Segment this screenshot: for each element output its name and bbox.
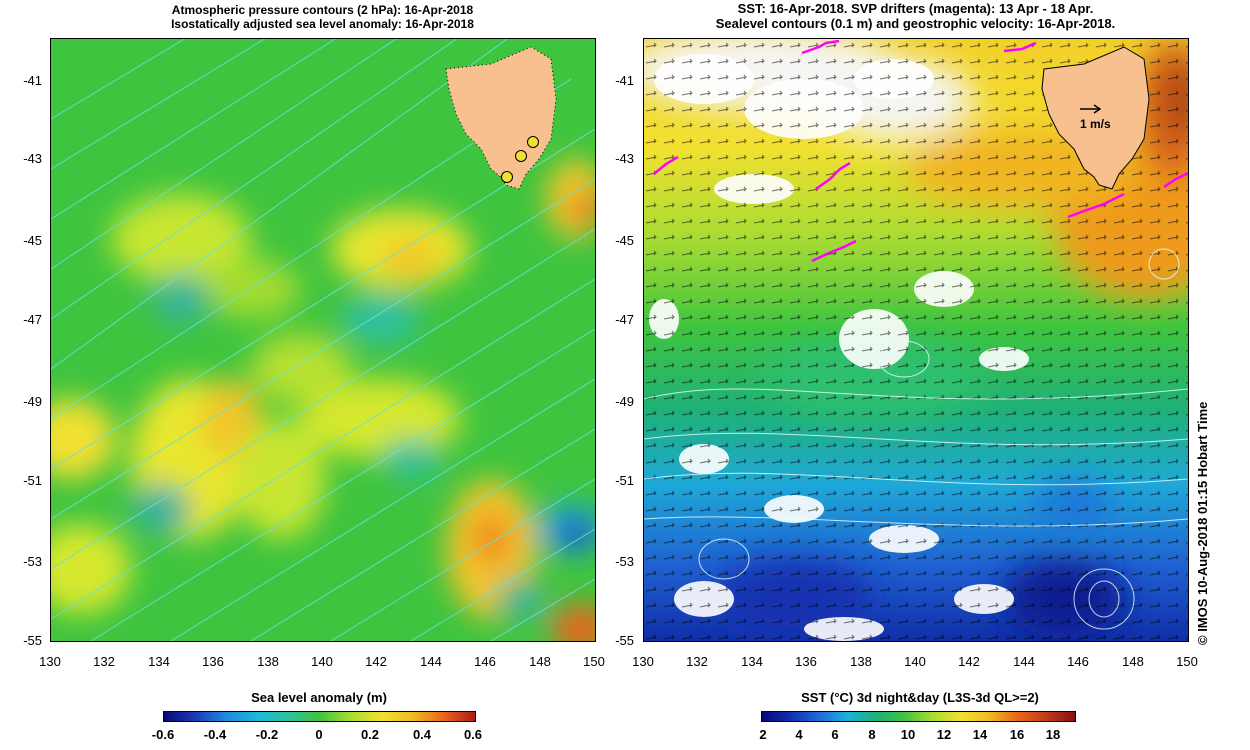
lat-tick: -47 (23, 312, 42, 327)
lat-tick: -55 (23, 633, 42, 648)
velocity-scale-label: 1 m/s (1080, 117, 1111, 131)
sst-field (644, 39, 1188, 641)
lon-tick: 150 (583, 654, 605, 669)
lat-tick: -43 (615, 151, 634, 166)
left-title-line2: Isostatically adjusted sea level anomaly… (171, 17, 474, 31)
colorbar-tick: -0.6 (151, 727, 175, 742)
lon-tick: 148 (529, 654, 551, 669)
lat-tick: -45 (615, 233, 634, 248)
colorbar-tick: 18 (1045, 727, 1061, 742)
colorbar-tick: 0.2 (360, 727, 380, 742)
lon-tick: 138 (850, 654, 872, 669)
colorbar-tick: -0.2 (255, 727, 279, 742)
colorbar-tick: 0.6 (463, 727, 483, 742)
left-map-title: Atmospheric pressure contours (2 hPa): 1… (50, 3, 595, 31)
colorbar-tick: 16 (1009, 727, 1025, 742)
sst-map: 1 m/s (643, 38, 1189, 642)
lon-tick: 140 (311, 654, 333, 669)
sealevel-contours (644, 248, 1188, 630)
sea-level-anomaly-map (50, 38, 596, 642)
lat-tick: -53 (23, 554, 42, 569)
lon-tick: 130 (632, 654, 654, 669)
right-title-line1: SST: 16-Apr-2018. SVP drifters (magenta)… (737, 1, 1094, 16)
lat-tick: -51 (23, 473, 42, 488)
sst-colorbar (761, 711, 1076, 722)
lon-tick: 144 (1013, 654, 1035, 669)
station-marker (515, 150, 527, 162)
station-marker (501, 171, 513, 183)
lat-tick: -45 (23, 233, 42, 248)
lon-tick: 146 (1067, 654, 1089, 669)
right-title-line2: Sealevel contours (0.1 m) and geostrophi… (715, 16, 1116, 31)
pressure-contours (51, 39, 595, 641)
right-map-title: SST: 16-Apr-2018. SVP drifters (magenta)… (643, 1, 1188, 31)
lon-tick: 146 (474, 654, 496, 669)
velocity-scale-arrow (1080, 104, 1102, 114)
imos-credit: © IMOS 10-Aug-2018 01:15 Hobart Time (1195, 401, 1210, 645)
lon-tick: 134 (148, 654, 170, 669)
lat-tick: -49 (615, 394, 634, 409)
sst-colorbar-title: SST (°C) 3d night&day (L3S-3d QL>=2) (801, 690, 1039, 705)
colorbar-tick: 14 (972, 727, 988, 742)
colorbar-tick: 0.4 (412, 727, 432, 742)
lon-tick: 130 (39, 654, 61, 669)
lat-tick: -41 (615, 73, 634, 88)
lon-tick: 134 (741, 654, 763, 669)
lat-tick: -53 (615, 554, 634, 569)
station-marker (527, 136, 539, 148)
lon-tick: 142 (958, 654, 980, 669)
lon-tick: 150 (1176, 654, 1198, 669)
svp-drifters (653, 39, 1188, 263)
colorbar-tick: 8 (868, 727, 876, 742)
lon-tick: 136 (795, 654, 817, 669)
sea-level-anomaly-field (51, 39, 595, 641)
lon-tick: 140 (904, 654, 926, 669)
colorbar-tick: -0.4 (203, 727, 227, 742)
lat-tick: -47 (615, 312, 634, 327)
colorbar-tick: 4 (795, 727, 803, 742)
lon-tick: 132 (93, 654, 115, 669)
left-title-line1: Atmospheric pressure contours (2 hPa): 1… (171, 3, 474, 17)
lon-tick: 132 (686, 654, 708, 669)
lon-tick: 144 (420, 654, 442, 669)
sea-level-colorbar (163, 711, 476, 722)
lat-tick: -41 (23, 73, 42, 88)
lon-tick: 138 (257, 654, 279, 669)
lat-tick: -43 (23, 151, 42, 166)
colorbar-tick: 6 (831, 727, 839, 742)
lat-tick: -49 (23, 394, 42, 409)
lon-tick: 142 (365, 654, 387, 669)
lon-tick: 148 (1122, 654, 1144, 669)
sea-level-colorbar-title: Sea level anomaly (m) (251, 690, 387, 705)
lon-tick: 136 (202, 654, 224, 669)
colorbar-tick: 2 (759, 727, 767, 742)
tasmania-land (1041, 46, 1150, 190)
colorbar-tick: 10 (900, 727, 916, 742)
colorbar-tick: 0 (315, 727, 323, 742)
colorbar-tick: 12 (936, 727, 952, 742)
lat-tick: -55 (615, 633, 634, 648)
tasmania-land (445, 46, 557, 190)
lat-tick: -51 (615, 473, 634, 488)
